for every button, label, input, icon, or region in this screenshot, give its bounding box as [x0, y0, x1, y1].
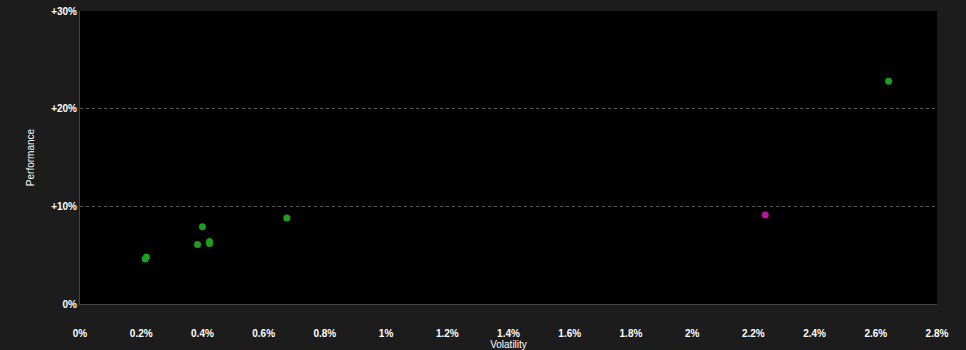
svg-text:2.2%: 2.2%	[742, 328, 765, 339]
svg-text:+30%: +30%	[51, 6, 77, 17]
svg-text:0.4%: 0.4%	[191, 328, 214, 339]
svg-text:1.2%: 1.2%	[436, 328, 459, 339]
svg-text:+10%: +10%	[51, 201, 77, 212]
svg-text:2%: 2%	[685, 328, 700, 339]
svg-text:2.4%: 2.4%	[803, 328, 826, 339]
svg-text:2.8%: 2.8%	[926, 328, 949, 339]
svg-text:0%: 0%	[73, 328, 88, 339]
svg-text:1.4%: 1.4%	[497, 328, 520, 339]
svg-text:0%: 0%	[63, 299, 78, 310]
svg-text:Performance: Performance	[25, 128, 36, 186]
svg-text:0.2%: 0.2%	[130, 328, 153, 339]
svg-text:1.8%: 1.8%	[620, 328, 643, 339]
svg-text:2.6%: 2.6%	[864, 328, 887, 339]
svg-text:0.8%: 0.8%	[313, 328, 336, 339]
svg-text:0.6%: 0.6%	[252, 328, 275, 339]
svg-text:+20%: +20%	[51, 103, 77, 114]
svg-text:1.6%: 1.6%	[558, 328, 581, 339]
svg-text:1%: 1%	[379, 328, 394, 339]
svg-text:Volatility: Volatility	[490, 339, 527, 350]
